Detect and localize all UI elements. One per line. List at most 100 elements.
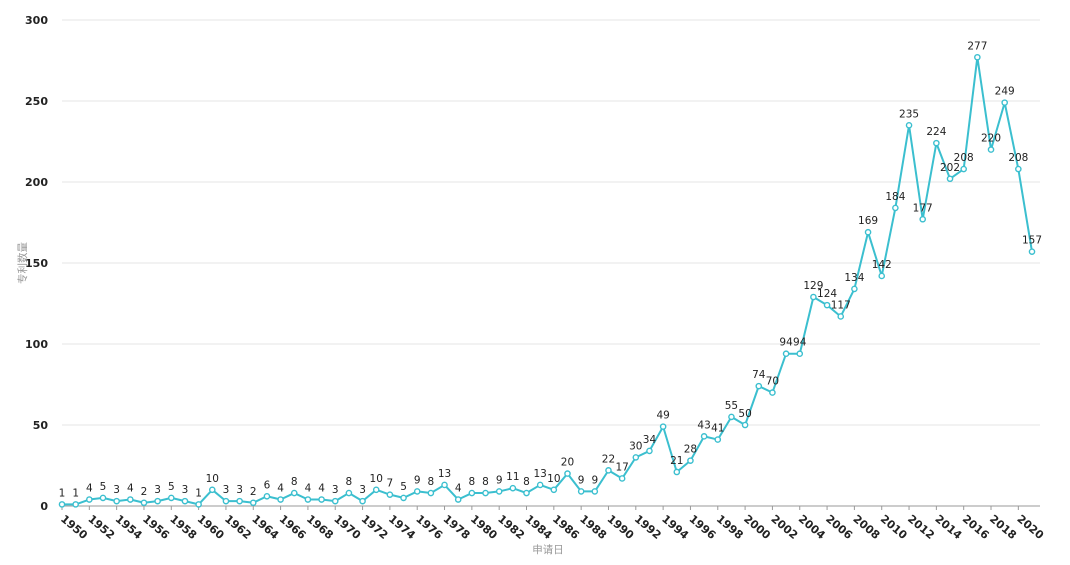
- data-point: [550, 486, 558, 494]
- data-label: 22: [602, 453, 615, 465]
- x-tick-label: 1988: [577, 512, 609, 542]
- data-label: 3: [182, 484, 189, 496]
- x-tick-label: 2018: [987, 512, 1019, 542]
- data-label: 7: [387, 478, 394, 490]
- data-label: 13: [533, 468, 546, 480]
- x-tick-label: 1966: [277, 512, 309, 542]
- data-point: [58, 501, 66, 508]
- data-point: [536, 481, 544, 489]
- x-tick-label: 1956: [140, 512, 172, 542]
- data-label: 124: [817, 288, 837, 300]
- y-tick-label: 50: [33, 419, 49, 432]
- data-point: [960, 165, 967, 173]
- x-tick-label: 1964: [249, 512, 281, 542]
- x-axis-ticks: 1950195219541956195819601962196419661968…: [58, 506, 1046, 542]
- series-points: [58, 53, 1036, 508]
- x-tick-label: 1968: [304, 512, 336, 542]
- data-point: [318, 496, 325, 503]
- data-point: [495, 488, 503, 495]
- data-label: 9: [578, 474, 585, 486]
- x-axis-title: 申请日: [532, 543, 564, 556]
- data-point: [796, 350, 804, 358]
- y-tick-label: 100: [25, 338, 48, 351]
- data-point: [974, 53, 981, 61]
- data-point: [987, 146, 995, 153]
- data-point: [127, 496, 134, 503]
- data-label: 74: [752, 369, 766, 381]
- data-label: 30: [629, 440, 642, 452]
- y-axis-ticks: 0 50 100 150 200 250 300: [25, 14, 48, 513]
- data-point: [728, 413, 735, 421]
- data-label: 3: [223, 484, 230, 496]
- data-point: [249, 499, 257, 507]
- data-point: [933, 139, 940, 147]
- data-label: 10: [547, 473, 560, 485]
- data-point: [1001, 99, 1008, 106]
- data-point: [564, 470, 571, 477]
- data-point: [700, 433, 708, 440]
- data-label: 157: [1022, 235, 1042, 247]
- x-tick-label: 1950: [58, 512, 90, 542]
- x-tick-label: 1978: [441, 512, 473, 542]
- data-point: [86, 496, 93, 503]
- data-label: 169: [858, 215, 878, 227]
- data-label: 8: [523, 476, 530, 488]
- x-tick-label: 1976: [413, 512, 445, 542]
- data-label: 70: [766, 376, 779, 388]
- data-point: [741, 421, 749, 429]
- data-point: [618, 475, 626, 482]
- data-point: [140, 499, 148, 507]
- data-point: [1028, 248, 1036, 255]
- x-tick-label: 1980: [468, 512, 500, 542]
- data-label: 1: [59, 487, 66, 499]
- data-label: 5: [100, 481, 107, 493]
- x-tick-label: 1992: [632, 512, 664, 542]
- x-tick-label: 2020: [1014, 512, 1046, 542]
- data-label: 3: [236, 484, 243, 496]
- data-point: [372, 486, 380, 494]
- data-label: 220: [981, 133, 1001, 145]
- data-point: [851, 285, 858, 293]
- data-point: [591, 488, 599, 495]
- data-point: [659, 423, 667, 430]
- y-axis-title: 专利数量: [16, 242, 29, 284]
- data-label: 1: [72, 487, 79, 499]
- x-tick-label: 2010: [878, 512, 910, 542]
- data-point: [823, 301, 831, 309]
- data-label: 9: [496, 474, 503, 486]
- data-label: 94: [779, 337, 793, 349]
- data-point: [782, 350, 790, 358]
- data-label: 21: [670, 455, 683, 467]
- data-label: 49: [656, 410, 669, 422]
- data-label: 4: [318, 483, 325, 495]
- data-label: 4: [86, 483, 93, 495]
- data-label: 5: [400, 481, 407, 493]
- data-point: [181, 497, 189, 505]
- data-point: [769, 389, 776, 396]
- data-point: [673, 468, 681, 476]
- data-label: 17: [615, 461, 628, 473]
- data-point: [263, 492, 271, 500]
- x-tick-label: 2000: [741, 512, 773, 542]
- data-label: 117: [831, 299, 851, 311]
- data-label: 224: [926, 126, 946, 138]
- data-point: [509, 484, 517, 492]
- data-label: 41: [711, 423, 724, 435]
- data-label: 4: [455, 483, 462, 495]
- data-label: 55: [725, 400, 738, 412]
- data-label: 10: [370, 473, 383, 485]
- data-point: [905, 122, 913, 129]
- data-label: 8: [469, 476, 476, 488]
- data-label: 5: [168, 481, 175, 493]
- data-point: [810, 293, 817, 301]
- data-label: 3: [154, 484, 161, 496]
- data-point: [919, 215, 927, 223]
- data-label: 3: [332, 484, 339, 496]
- x-tick-label: 2006: [823, 512, 855, 542]
- x-tick-label: 1952: [85, 512, 117, 542]
- data-point: [167, 494, 175, 502]
- x-tick-label: 2008: [850, 512, 882, 542]
- data-label: 184: [885, 191, 905, 203]
- data-label: 4: [277, 483, 284, 495]
